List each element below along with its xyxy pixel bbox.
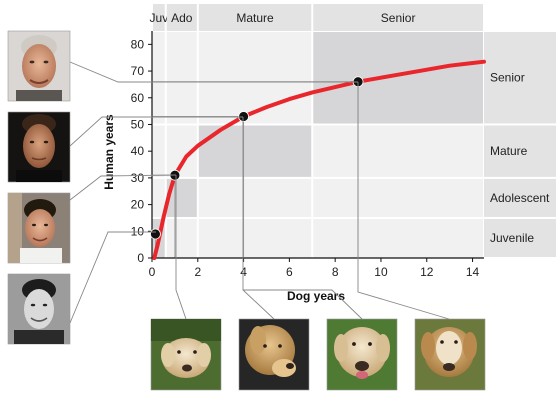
human-stage-band bbox=[484, 125, 556, 177]
human-photo-adolescent bbox=[7, 192, 71, 264]
y-tick-label: 20 bbox=[131, 198, 145, 212]
human-stage-label: Senior bbox=[490, 71, 525, 85]
dog-stage-label: Senior bbox=[381, 11, 416, 25]
dog-stage-label: Mature bbox=[236, 11, 274, 25]
human-stage-band bbox=[484, 32, 556, 124]
human-stage-band bbox=[484, 178, 556, 217]
dog-stage-band bbox=[198, 4, 312, 31]
age-curve bbox=[152, 59, 486, 260]
y-tick-label: 0 bbox=[137, 251, 144, 265]
dog-photo-juvenile bbox=[150, 318, 222, 391]
x-tick-label: 14 bbox=[466, 265, 480, 279]
y-tick-label: 70 bbox=[131, 64, 145, 78]
human-stage-label: Adolescent bbox=[490, 191, 550, 205]
human-photo-mature bbox=[7, 111, 71, 183]
human-stage-label: Juvenile bbox=[490, 231, 534, 245]
human-stage-label: Mature bbox=[490, 144, 528, 158]
dog-stage-band bbox=[166, 4, 197, 31]
y-tick-label: 40 bbox=[131, 144, 145, 158]
human-photo-juvenile bbox=[7, 273, 71, 345]
y-tick-label: 10 bbox=[131, 224, 145, 238]
dog-stage-bands: Juv Ado Mature Senior bbox=[150, 4, 483, 31]
x-axis-label: Dog years bbox=[287, 289, 345, 303]
dog-photo-senior bbox=[414, 318, 486, 391]
y-axis-label: Human years bbox=[102, 114, 116, 190]
x-tick-label: 12 bbox=[420, 265, 434, 279]
x-tick-label: 8 bbox=[332, 265, 339, 279]
x-tick-label: 0 bbox=[149, 265, 156, 279]
y-tick-label: 60 bbox=[131, 91, 145, 105]
dog-photo-adolescent bbox=[238, 318, 310, 391]
stage-region bbox=[312, 31, 484, 125]
curve-marker bbox=[150, 228, 161, 240]
curve-line bbox=[152, 59, 486, 260]
dog-photo-mature bbox=[326, 318, 398, 391]
dog-stage-band bbox=[153, 4, 165, 31]
x-tick-label: 4 bbox=[240, 265, 247, 279]
dog-stage-label: Juv bbox=[150, 11, 169, 25]
human-stage-band bbox=[484, 218, 556, 257]
x-tick-label: 6 bbox=[286, 265, 293, 279]
curve-marker bbox=[238, 111, 249, 122]
human-stage-bands: Juvenile Adolescent Mature Senior bbox=[484, 32, 556, 257]
y-tick-label: 80 bbox=[131, 37, 145, 51]
dog-stage-label: Ado bbox=[171, 11, 193, 25]
y-tick-label: 30 bbox=[131, 171, 145, 185]
human-photo-senior bbox=[7, 30, 71, 102]
x-tick-label: 2 bbox=[194, 265, 201, 279]
photo-connectors bbox=[69, 61, 450, 324]
x-tick-label: 10 bbox=[374, 265, 388, 279]
dog-stage-band bbox=[313, 4, 483, 31]
y-tick-label: 50 bbox=[131, 117, 145, 131]
axes: 0 2 4 6 8 10 12 14 0 10 20 30 40 50 60 70 80 bbox=[131, 31, 484, 279]
